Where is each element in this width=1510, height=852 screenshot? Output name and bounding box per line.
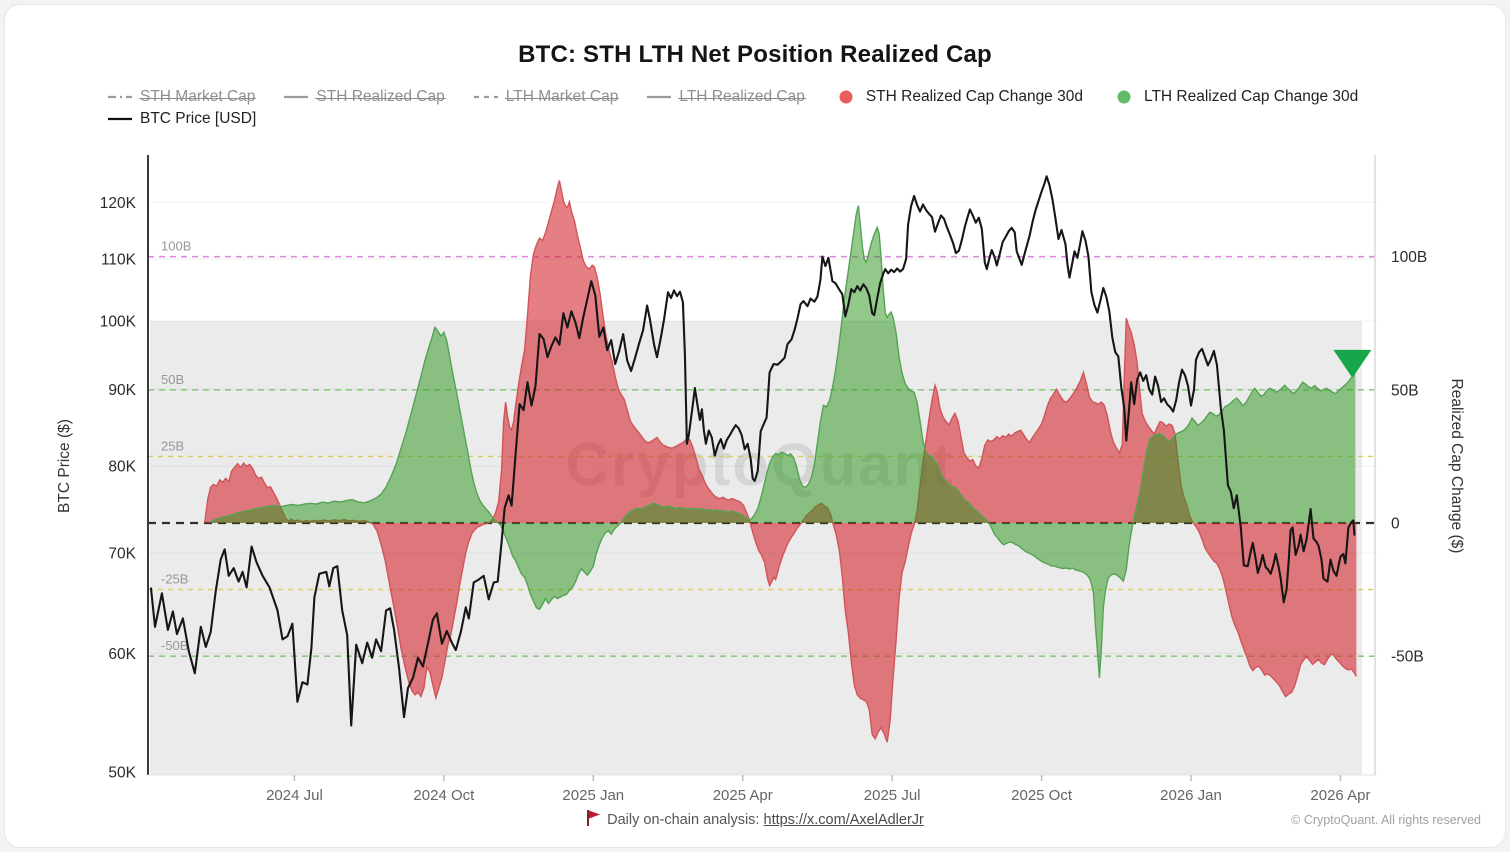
lth-realized-cap-change-30d-area (209, 205, 1356, 678)
price-tick-label: 50K (108, 765, 136, 782)
change-tick-label: -50B (1391, 649, 1424, 666)
legend-item-lth-realized-cap-change-30d[interactable]: LTH Realized Cap Change 30d (1111, 88, 1358, 106)
chart-card: BTC: STH LTH Net Position Realized Cap S… (4, 4, 1506, 848)
ref-line-label: 100B (161, 239, 191, 254)
legend-line-icon (284, 95, 309, 99)
footer-note: Daily on-chain analysis: https://x.com/A… (5, 809, 1505, 828)
sth-realized-cap-change-30d-area (204, 180, 1357, 743)
x-tick-label: 2025 Oct (1011, 787, 1073, 804)
btc-price-line (149, 175, 1356, 727)
ref-line-label: -50B (161, 638, 188, 653)
change-axis-title: Realized Cap Change ($) (1448, 379, 1465, 554)
change-tick-label: 50B (1391, 382, 1419, 399)
red-flag-icon (587, 810, 601, 826)
sth-realized-cap-change-30d-edge (204, 180, 1358, 743)
ref-line-label: -25B (161, 572, 188, 587)
footer-link[interactable]: https://x.com/AxelAdlerJr (763, 812, 924, 828)
legend-dot-icon (1117, 90, 1131, 104)
legend-item-sth-market-cap[interactable]: STH Market Cap (107, 88, 257, 106)
x-tick-label: 2025 Jan (562, 787, 624, 804)
legend-label: STH Market Cap (138, 88, 257, 105)
legend-line-icon (108, 117, 132, 121)
price-axis-title: BTC Price ($) (56, 419, 73, 513)
change-tick-label: 100B (1391, 249, 1427, 266)
legend-item-btc-price-usd-[interactable]: BTC Price [USD] (107, 110, 256, 128)
footer-prefix: Daily on-chain analysis: (607, 812, 764, 828)
chart-area: CryptoQuant 100B 50B 25B -25B -50B 2024 Jul 202… (5, 5, 1505, 847)
legend-label: BTC Price [USD] (140, 110, 257, 127)
x-tick-label: 2025 Jul (864, 787, 921, 804)
legend-dot-icon (839, 90, 853, 104)
copyright-text: © CryptoQuant. All rights reserved (1291, 813, 1481, 827)
price-tick-label: 110K (101, 251, 137, 268)
price-tick-label: 70K (108, 546, 136, 563)
price-tick-label: 60K (108, 646, 136, 663)
legend-line-icon (473, 95, 498, 99)
x-tick-label: 2026 Apr (1310, 787, 1370, 804)
legend-label: LTH Realized Cap Change 30d (1143, 88, 1359, 105)
lth-realized-cap-change-30d-edge (209, 205, 1356, 678)
x-tick-label: 2026 Jan (1160, 787, 1222, 804)
down-triangle-marker (1333, 349, 1372, 378)
x-tick-label: 2024 Oct (413, 787, 475, 804)
legend: STH Market Cap STH Realized Cap LTH Market… (107, 88, 1358, 128)
legend-item-lth-market-cap[interactable]: LTH Market Cap (473, 88, 619, 106)
legend-line-icon (108, 95, 132, 99)
price-tick-label: 90K (108, 382, 136, 399)
ref-line-label: 25B (161, 438, 184, 453)
price-tick-label: 120K (100, 195, 137, 212)
change-tick-label: 0 (1391, 516, 1400, 533)
legend-item-sth-realized-cap-change-30d[interactable]: STH Realized Cap Change 30d (833, 88, 1083, 106)
legend-label: STH Realized Cap Change 30d (865, 88, 1083, 105)
legend-label: LTH Market Cap (504, 88, 619, 105)
x-tick-label: 2024 Jul (266, 787, 323, 804)
ref-line-label: 50B (161, 372, 184, 387)
legend-label: LTH Realized Cap (678, 88, 806, 105)
chart-title: BTC: STH LTH Net Position Realized Cap (518, 41, 992, 68)
legend-item-lth-realized-cap[interactable]: LTH Realized Cap (646, 88, 806, 106)
x-tick-label: 2025 Apr (713, 787, 773, 804)
legend-line-icon (647, 95, 672, 99)
legend-label: STH Realized Cap (315, 88, 447, 105)
price-tick-label: 100K (100, 313, 137, 330)
price-tick-label: 80K (108, 459, 136, 476)
legend-item-sth-realized-cap[interactable]: STH Realized Cap (283, 88, 447, 106)
